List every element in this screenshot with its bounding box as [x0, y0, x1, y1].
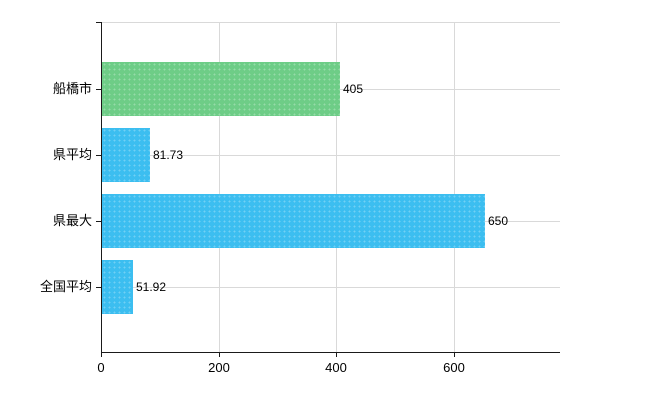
bar-3 — [102, 194, 485, 248]
y-axis-line — [101, 22, 102, 352]
bar-value-label: 81.73 — [153, 148, 184, 162]
plot-top-border — [101, 22, 560, 23]
y-axis-tick — [96, 221, 101, 222]
bar-value-label: 405 — [343, 82, 364, 96]
bar-value-label: 650 — [488, 214, 509, 228]
x-axis-tick-label: 600 — [443, 360, 465, 375]
vertical-gridline — [336, 22, 337, 352]
y-axis-tick — [96, 89, 101, 90]
y-axis-tick — [96, 155, 101, 156]
category-label: 県最大 — [52, 213, 92, 228]
x-axis-tick — [336, 352, 337, 357]
category-label: 県平均 — [52, 147, 92, 162]
bar-value-label: 51.92 — [136, 280, 167, 294]
category-label: 船橋市 — [52, 81, 92, 96]
x-axis-line — [101, 352, 560, 353]
vertical-gridline — [219, 22, 220, 352]
bar-4 — [102, 260, 133, 314]
x-axis-tick — [101, 352, 102, 357]
x-axis-tick-label: 0 — [97, 360, 105, 375]
vertical-gridline — [454, 22, 455, 352]
x-axis-tick-label: 200 — [208, 360, 230, 375]
x-axis-tick — [454, 352, 455, 357]
x-axis-tick-label: 400 — [325, 360, 347, 375]
y-axis-top-tick — [96, 22, 101, 23]
row-center-gridline — [101, 287, 560, 288]
y-axis-tick — [96, 287, 101, 288]
x-axis-tick — [219, 352, 220, 357]
bar-1 — [102, 62, 340, 116]
bar-2 — [102, 128, 150, 182]
row-center-gridline — [101, 155, 560, 156]
category-label: 全国平均 — [39, 279, 92, 294]
